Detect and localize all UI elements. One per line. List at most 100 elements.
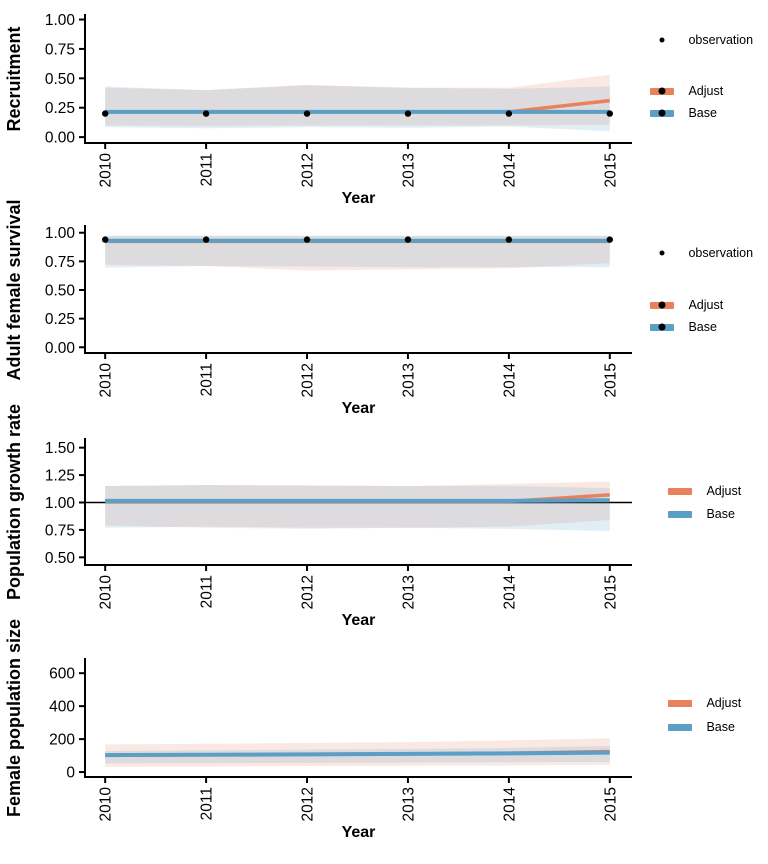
legend-item-base: Base	[668, 506, 735, 522]
recruitment-plot: 1.00 0.75 0.50 0.25 0.00 2010 2011 2012 2013 2014…	[45, 12, 632, 188]
base-ribbon	[105, 235, 610, 268]
y-axis-title-female-population-size: Female population size	[4, 618, 24, 818]
base-ribbon	[105, 484, 610, 532]
y-tick-label: 0.00	[45, 340, 76, 357]
legend-item-adjust: Adjust	[668, 483, 741, 499]
x-tick-label: 2012	[300, 787, 317, 821]
observation-point	[404, 110, 412, 117]
x-tick-label: 2010	[98, 153, 115, 188]
y-tick-label: 1.25	[45, 468, 75, 485]
x-tick-label: 2011	[199, 787, 216, 820]
adjust-ribbon	[105, 481, 610, 529]
base-line-icon	[668, 506, 692, 522]
x-tick-label: 2010	[98, 787, 115, 822]
legend-label-adjust: Adjust	[688, 84, 724, 98]
observation-point	[101, 236, 109, 243]
y-tick-label: 200	[49, 732, 75, 749]
base-ribbon	[105, 85, 610, 132]
observation-point	[101, 110, 109, 117]
x-tick-label: 2013	[400, 363, 417, 397]
y-tick-label: 1.00	[45, 225, 76, 242]
legend-item-adjust: Adjust	[650, 83, 723, 99]
y-tick-label: 600	[49, 666, 75, 683]
x-tick-label: 2010	[98, 363, 115, 398]
y-tick-label: 0.00	[45, 130, 76, 147]
base-line-icon	[668, 719, 692, 735]
x-tick-label: 2013	[400, 787, 417, 821]
x-tick-label: 2012	[300, 153, 317, 187]
x-tick-label: 2014	[501, 575, 518, 610]
y-tick-label: 0.50	[45, 283, 76, 300]
legend-item-observation: observation	[650, 245, 753, 261]
x-axis-title-year-4: Year	[341, 824, 376, 841]
legend-label-observation: observation	[688, 33, 754, 47]
observation-point-icon	[650, 32, 674, 48]
x-tick-label: 2013	[400, 153, 417, 187]
x-tick-label: 2014	[501, 787, 518, 822]
legend-item-base: Base	[668, 719, 735, 735]
y-tick-label: 0.50	[45, 71, 76, 88]
legend-label-base: Base	[706, 720, 735, 734]
legend-item-observation: observation	[650, 32, 753, 48]
observation-point	[606, 110, 613, 117]
y-tick-label: 0.75	[45, 254, 75, 271]
y-axis-title-adult-female-survival: Adult female survival	[4, 199, 24, 381]
population-growth-rate-plot: 1.50 1.25 1.00 0.75 0.50 2010 2011 2012 2013 2014…	[45, 438, 632, 610]
base-line	[105, 750, 610, 758]
x-tick-label: 2011	[199, 575, 216, 608]
legend-label-adjust: Adjust	[706, 696, 742, 710]
observation-point-icon	[650, 245, 674, 261]
x-axis-title-year-3: Year	[341, 612, 376, 629]
legend-label-base: Base	[688, 106, 717, 120]
y-tick-label: 0.25	[45, 311, 75, 328]
legend-item-adjust: Adjust	[650, 297, 723, 313]
y-tick-label: 1.00	[45, 495, 76, 512]
y-tick-label: 400	[49, 699, 75, 716]
observation-point	[303, 110, 311, 117]
adjust-line-icon	[668, 483, 692, 499]
x-tick-label: 2014	[501, 153, 518, 188]
x-tick-label: 2011	[199, 153, 216, 186]
x-tick-label: 2012	[300, 363, 317, 397]
x-axis-title-year-2: Year	[341, 400, 376, 417]
y-tick-label: 1.00	[45, 12, 76, 29]
y-tick-label: 0.25	[45, 100, 75, 117]
legend-item-base: Base	[650, 105, 717, 121]
x-tick-label: 2012	[300, 575, 317, 609]
base-line	[105, 498, 610, 503]
observation-point	[606, 236, 613, 243]
x-tick-label: 2015	[602, 363, 619, 397]
adjust-line-icon	[668, 695, 692, 711]
y-tick-label: 0.75	[45, 522, 75, 539]
legend-label-adjust: Adjust	[688, 298, 724, 312]
legend-item-base: Base	[650, 319, 717, 335]
female-population-size-plot: 600 400 200 0 2010 2011 2012 2013 2014 2015	[49, 658, 632, 822]
base-line-icon	[650, 105, 674, 121]
x-axis-title-year-1: Year	[341, 190, 376, 207]
legend-label-base: Base	[688, 320, 717, 334]
base-line-icon	[650, 319, 674, 335]
observation-point	[404, 236, 412, 243]
adjust-ribbon	[105, 236, 610, 271]
adult-female-survival-plot: 1.00 0.75 0.50 0.25 0.00 2010 2011 2012 2013 2014…	[45, 225, 632, 398]
observation-point	[505, 110, 513, 117]
observation-point	[303, 236, 311, 243]
x-tick-label: 2015	[602, 787, 619, 821]
observation-point	[505, 236, 513, 243]
observation-point	[202, 236, 210, 243]
legend-label-observation: observation	[688, 246, 754, 260]
y-tick-label: 1.50	[45, 440, 76, 457]
legend-label-adjust: Adjust	[706, 484, 742, 498]
x-tick-label: 2015	[602, 575, 619, 609]
y-tick-label: 0.75	[45, 41, 75, 58]
y-tick-label: 0	[66, 765, 75, 782]
y-axis-title-recruitment: Recruitment	[4, 26, 24, 132]
y-axis-title-population-growth-rate: Population growth rate	[4, 404, 24, 600]
adjust-line-icon	[650, 297, 674, 313]
legend-label-base: Base	[706, 507, 735, 521]
x-tick-label: 2011	[199, 363, 216, 396]
y-tick-label: 0.50	[45, 550, 76, 567]
observation-point	[202, 110, 210, 117]
x-tick-label: 2014	[501, 363, 518, 398]
